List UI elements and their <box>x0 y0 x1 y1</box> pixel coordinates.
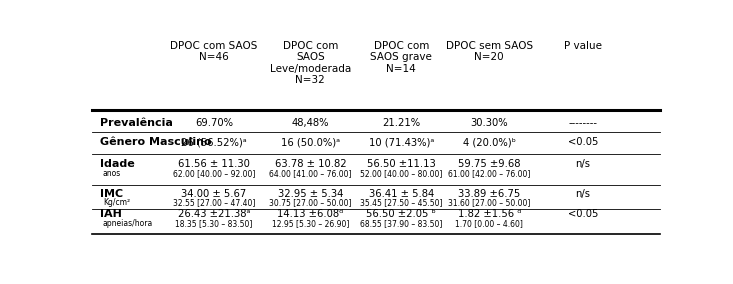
Text: IMC: IMC <box>100 189 123 199</box>
Text: Gênero Masculino: Gênero Masculino <box>100 137 212 147</box>
Text: 56.50 ±2.05 ᵇ: 56.50 ±2.05 ᵇ <box>366 210 436 220</box>
Text: 14.13 ±6.08ᵈ: 14.13 ±6.08ᵈ <box>277 210 344 220</box>
Text: DPOC com SAOS
N=46: DPOC com SAOS N=46 <box>170 41 257 62</box>
Text: 21.21%: 21.21% <box>382 118 420 128</box>
Text: 26 (56.52%)ᵃ: 26 (56.52%)ᵃ <box>181 137 246 147</box>
Text: 34.00 ± 5.67: 34.00 ± 5.67 <box>181 189 246 199</box>
Text: Prevalência: Prevalência <box>100 118 173 128</box>
Text: 35.45 [27.50 – 45.50]: 35.45 [27.50 – 45.50] <box>360 199 443 207</box>
Text: n/s: n/s <box>575 189 591 199</box>
Text: 33.89 ±6.75: 33.89 ±6.75 <box>458 189 520 199</box>
Text: 31.60 [27.00 – 50.00]: 31.60 [27.00 – 50.00] <box>448 199 531 207</box>
Text: 1.70 [0.00 – 4.60]: 1.70 [0.00 – 4.60] <box>455 219 523 228</box>
Text: 32.95 ± 5.34: 32.95 ± 5.34 <box>278 189 343 199</box>
Text: P value: P value <box>564 41 602 51</box>
Text: 59.75 ±9.68: 59.75 ±9.68 <box>458 159 520 169</box>
Text: <0.05: <0.05 <box>568 137 598 147</box>
Text: 12.95 [5.30 – 26.90]: 12.95 [5.30 – 26.90] <box>272 219 349 228</box>
Text: 61.00 [42.00 – 76.00]: 61.00 [42.00 – 76.00] <box>448 169 531 178</box>
Text: --------: -------- <box>569 118 597 128</box>
Text: 1.82 ±1.56 ᵈ: 1.82 ±1.56 ᵈ <box>457 210 521 220</box>
Text: 63.78 ± 10.82: 63.78 ± 10.82 <box>275 159 346 169</box>
Text: 62.00 [40.00 – 92.00]: 62.00 [40.00 – 92.00] <box>172 169 255 178</box>
Text: Idade: Idade <box>100 159 135 169</box>
Text: 52.00 [40.00 – 80.00]: 52.00 [40.00 – 80.00] <box>360 169 443 178</box>
Text: 68.55 [37.90 – 83.50]: 68.55 [37.90 – 83.50] <box>360 219 443 228</box>
Text: 56.50 ±11.13: 56.50 ±11.13 <box>366 159 435 169</box>
Text: DPOC com
SAOS grave
N=14: DPOC com SAOS grave N=14 <box>370 41 432 74</box>
Text: 64.00 [41.00 – 76.00]: 64.00 [41.00 – 76.00] <box>269 169 352 178</box>
Text: 10 (71.43%)ᵃ: 10 (71.43%)ᵃ <box>369 137 434 147</box>
Text: anos: anos <box>103 169 121 178</box>
Text: 69.70%: 69.70% <box>195 118 233 128</box>
Text: Kg/cm²: Kg/cm² <box>103 199 130 207</box>
Text: 48,48%: 48,48% <box>292 118 329 128</box>
Text: DPOC sem SAOS
N=20: DPOC sem SAOS N=20 <box>446 41 533 62</box>
Text: 32.55 [27.00 – 47.40]: 32.55 [27.00 – 47.40] <box>172 199 255 207</box>
Text: <0.05: <0.05 <box>568 210 598 220</box>
Text: 4 (20.0%)ᵇ: 4 (20.0%)ᵇ <box>463 137 516 147</box>
Text: 16 (50.0%)ᵃ: 16 (50.0%)ᵃ <box>281 137 340 147</box>
Text: 30.30%: 30.30% <box>471 118 508 128</box>
Text: n/s: n/s <box>575 159 591 169</box>
Text: 61.56 ± 11.30: 61.56 ± 11.30 <box>178 159 250 169</box>
Text: 26.43 ±21.38ᵃ: 26.43 ±21.38ᵃ <box>177 210 250 220</box>
Text: 30.75 [27.00 – 50.00]: 30.75 [27.00 – 50.00] <box>269 199 352 207</box>
Text: 36.41 ± 5.84: 36.41 ± 5.84 <box>369 189 434 199</box>
Text: apneias/hora: apneias/hora <box>103 219 153 228</box>
Text: IAH: IAH <box>100 210 122 220</box>
Text: DPOC com
SAOS
Leve/moderada
N=32: DPOC com SAOS Leve/moderada N=32 <box>270 41 351 85</box>
Text: 18.35 [5.30 – 83.50]: 18.35 [5.30 – 83.50] <box>175 219 252 228</box>
